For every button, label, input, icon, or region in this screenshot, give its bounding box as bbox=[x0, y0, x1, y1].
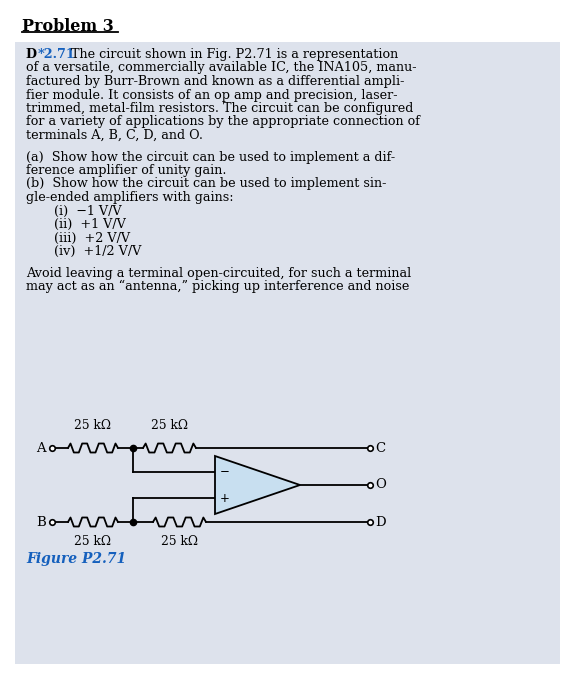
Text: O: O bbox=[375, 479, 386, 491]
Text: *2.71: *2.71 bbox=[38, 48, 76, 61]
Polygon shape bbox=[215, 456, 300, 514]
Text: C: C bbox=[375, 442, 385, 454]
Text: 25 kΩ: 25 kΩ bbox=[161, 535, 198, 548]
Text: Problem 3: Problem 3 bbox=[22, 18, 114, 35]
Text: trimmed, metal-film resistors. The circuit can be configured: trimmed, metal-film resistors. The circu… bbox=[26, 102, 413, 115]
Text: factured by Burr-Brown and known as a differential ampli-: factured by Burr-Brown and known as a di… bbox=[26, 75, 404, 88]
Text: fier module. It consists of an op amp and precision, laser-: fier module. It consists of an op amp an… bbox=[26, 88, 397, 102]
Text: (i)  −1 V/V: (i) −1 V/V bbox=[54, 204, 122, 218]
Text: D: D bbox=[26, 48, 41, 61]
Text: for a variety of applications by the appropriate connection of: for a variety of applications by the app… bbox=[26, 116, 420, 129]
Text: (ii)  +1 V/V: (ii) +1 V/V bbox=[54, 218, 126, 231]
Text: (b)  Show how the circuit can be used to implement sin-: (b) Show how the circuit can be used to … bbox=[26, 178, 386, 190]
Text: The circuit shown in Fig. P2.71 is a representation: The circuit shown in Fig. P2.71 is a rep… bbox=[67, 48, 398, 61]
Text: (a)  Show how the circuit can be used to implement a dif-: (a) Show how the circuit can be used to … bbox=[26, 150, 395, 164]
Text: of a versatile, commercially available IC, the INA105, manu-: of a versatile, commercially available I… bbox=[26, 62, 416, 74]
Text: D: D bbox=[375, 515, 386, 528]
Text: A: A bbox=[36, 442, 46, 454]
Text: terminals A, B, C, D, and O.: terminals A, B, C, D, and O. bbox=[26, 129, 203, 142]
Text: (iv)  +1/2 V/V: (iv) +1/2 V/V bbox=[54, 245, 141, 258]
Bar bbox=[15, 42, 560, 664]
Text: 25 kΩ: 25 kΩ bbox=[151, 419, 188, 432]
Text: B: B bbox=[36, 515, 46, 528]
Text: may act as an “antenna,” picking up interference and noise: may act as an “antenna,” picking up inte… bbox=[26, 280, 409, 293]
Text: (iii)  +2 V/V: (iii) +2 V/V bbox=[54, 232, 130, 244]
Text: ference amplifier of unity gain.: ference amplifier of unity gain. bbox=[26, 164, 227, 177]
Text: Avoid leaving a terminal open-circuited, for such a terminal: Avoid leaving a terminal open-circuited,… bbox=[26, 267, 411, 279]
Text: +: + bbox=[220, 492, 230, 505]
Text: Figure P2.71: Figure P2.71 bbox=[26, 552, 126, 566]
Text: −: − bbox=[220, 466, 230, 478]
Text: 25 kΩ: 25 kΩ bbox=[75, 419, 112, 432]
Text: gle-ended amplifiers with gains:: gle-ended amplifiers with gains: bbox=[26, 191, 233, 204]
Text: 25 kΩ: 25 kΩ bbox=[75, 535, 112, 548]
